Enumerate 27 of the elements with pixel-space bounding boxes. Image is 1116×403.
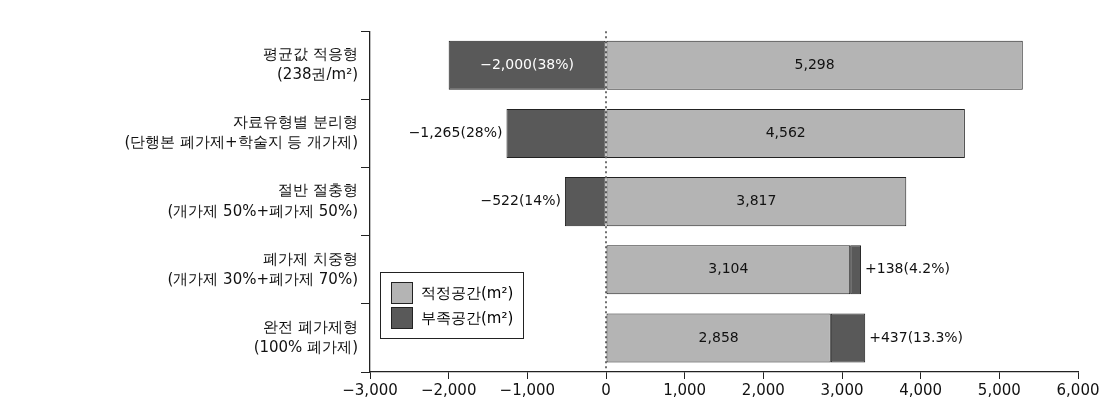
data-label: −2,000(38%)	[480, 55, 575, 72]
y-tick-label: 폐가제 치중형 (개가제 30%+폐가제 70%)	[167, 249, 358, 288]
data-label: 5,298	[794, 55, 835, 72]
data-label: 4,562	[765, 124, 806, 141]
x-tick-label: 5,000	[977, 380, 1021, 399]
x-tick-label: −2,000	[420, 380, 477, 399]
data-label: 3,104	[708, 260, 749, 277]
legend-label: 적정공간(m²)	[421, 283, 514, 303]
x-tick-label: 1,000	[663, 380, 707, 399]
data-label: −522(14%)	[480, 192, 561, 209]
data-label: 3,817	[736, 192, 777, 209]
x-tick-label: 2,000	[741, 380, 785, 399]
data-label: 2,858	[698, 328, 739, 345]
x-tick-label: 6,000	[1056, 380, 1100, 399]
y-tick-label: 절반 절충형 (개가제 50%+폐가제 50%)	[167, 181, 358, 220]
data-label: −1,265(28%)	[408, 124, 503, 141]
x-tick-label: 4,000	[899, 380, 943, 399]
x-tick-label: 3,000	[820, 380, 864, 399]
y-tick-label: 완전 폐가제형 (100% 폐가제)	[253, 317, 358, 356]
x-tick-label: −1,000	[499, 380, 556, 399]
y-tick-label: 평균값 적응형 (238권/m²)	[263, 45, 358, 84]
y-tick-label: 자료유형별 분리형 (단행본 폐가제+학술지 등 개가제)	[124, 113, 358, 152]
data-label: +437(13.3%)	[869, 328, 964, 345]
x-tick-label: 0	[601, 380, 611, 399]
legend-label: 부족공간(m²)	[421, 308, 514, 328]
x-tick-label: −3,000	[342, 380, 398, 399]
data-label: +138(4.2%)	[865, 260, 950, 277]
